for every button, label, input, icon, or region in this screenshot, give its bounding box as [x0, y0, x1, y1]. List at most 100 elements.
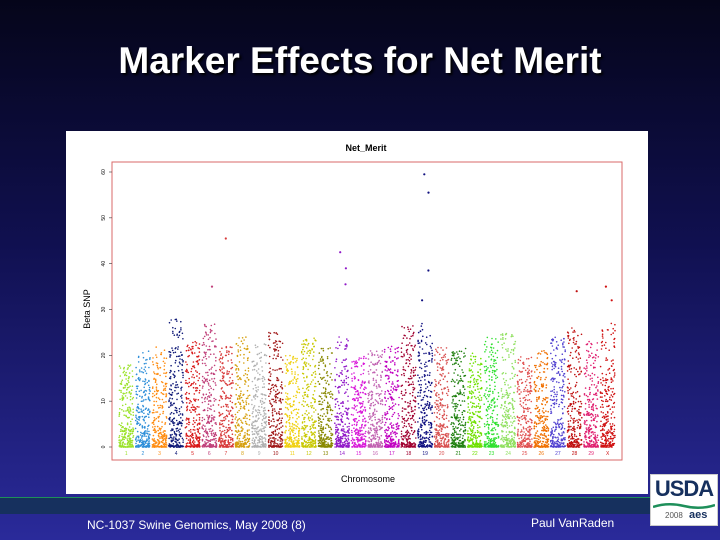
snp-point	[359, 430, 362, 433]
snp-point	[143, 386, 145, 389]
snp-point	[373, 410, 376, 412]
snp-point	[214, 382, 216, 384]
snp-point	[188, 349, 190, 351]
snp-point	[431, 412, 434, 415]
snp-point	[305, 388, 308, 390]
snp-point	[156, 411, 159, 413]
snp-point	[246, 437, 249, 440]
snp-point	[396, 432, 398, 435]
snp-point	[369, 350, 372, 352]
snp-point	[226, 444, 229, 446]
snp-point	[397, 369, 399, 371]
snp-point	[224, 439, 227, 442]
snp-point	[276, 376, 278, 379]
snp-point	[302, 443, 305, 445]
snp-point	[365, 430, 367, 433]
snp-point	[162, 439, 165, 441]
snp-point	[329, 347, 332, 349]
snp-point	[118, 365, 121, 367]
snp-point	[404, 444, 406, 447]
snp-point	[191, 437, 194, 439]
snp-point	[241, 337, 244, 339]
snp-point	[355, 428, 357, 431]
snp-point	[172, 421, 174, 423]
snp-point	[323, 441, 326, 443]
snp-point	[142, 400, 144, 402]
snp-point	[418, 417, 421, 420]
snp-point	[287, 369, 289, 372]
snp-point	[292, 404, 295, 406]
snp-point	[174, 440, 176, 443]
snp-point	[307, 418, 310, 420]
snp-point	[229, 428, 231, 431]
snp-point	[310, 381, 313, 383]
snp-point	[208, 379, 211, 382]
snp-point	[427, 431, 429, 434]
snp-point	[286, 393, 289, 395]
snp-point	[198, 392, 201, 394]
snp-point	[312, 427, 315, 429]
snp-point	[356, 434, 359, 436]
snp-point	[162, 389, 165, 392]
snp-point	[340, 414, 343, 417]
snp-point	[384, 421, 387, 424]
snp-point	[251, 380, 254, 383]
snp-point	[403, 394, 406, 396]
snp-point	[401, 421, 404, 423]
snp-point	[220, 354, 222, 356]
snp-point	[318, 435, 320, 437]
snp-point	[164, 423, 166, 425]
snp-point	[330, 419, 333, 422]
snp-point	[226, 446, 228, 448]
snp-point	[126, 423, 129, 426]
snp-point	[185, 402, 188, 404]
snp-point	[242, 342, 244, 345]
snp-point	[253, 406, 255, 409]
snp-point	[201, 359, 204, 361]
snp-point	[292, 442, 294, 444]
snp-point	[120, 424, 122, 427]
snp-point	[374, 418, 377, 421]
snp-point	[131, 439, 134, 442]
snp-point	[270, 420, 273, 422]
snp-point	[276, 355, 279, 357]
snp-point	[323, 376, 325, 379]
snp-point	[367, 427, 370, 429]
snp-point	[376, 387, 378, 389]
snp-point	[261, 377, 263, 380]
snp-point	[423, 437, 426, 440]
snp-point	[371, 393, 374, 396]
snp-point	[390, 433, 392, 435]
snp-point	[361, 446, 363, 448]
snp-point	[346, 338, 348, 340]
snp-point	[241, 422, 244, 424]
snp-point	[193, 365, 195, 367]
snp-point	[255, 410, 257, 412]
snp-point	[235, 388, 238, 391]
snp-point	[410, 344, 413, 347]
snp-point	[361, 436, 363, 439]
snp-point	[121, 429, 123, 432]
snp-point	[204, 331, 207, 333]
snp-point	[129, 395, 132, 398]
snp-point	[219, 361, 222, 363]
snp-point	[294, 408, 296, 411]
snp-point	[359, 429, 361, 431]
snp-point	[285, 392, 287, 394]
snp-point	[371, 419, 373, 422]
snp-point	[322, 444, 325, 447]
snp-point	[207, 384, 210, 386]
snp-point	[405, 425, 408, 428]
snp-point	[303, 350, 306, 353]
snp-point	[354, 446, 357, 448]
snp-point	[227, 373, 230, 375]
snp-point	[256, 362, 258, 364]
snp-point	[212, 388, 215, 391]
snp-point	[254, 376, 256, 379]
snp-point	[414, 374, 417, 376]
snp-point	[176, 383, 179, 386]
snp-point	[217, 440, 220, 443]
snp-point	[147, 408, 150, 411]
snp-point	[209, 443, 212, 446]
snp-point	[197, 356, 199, 358]
